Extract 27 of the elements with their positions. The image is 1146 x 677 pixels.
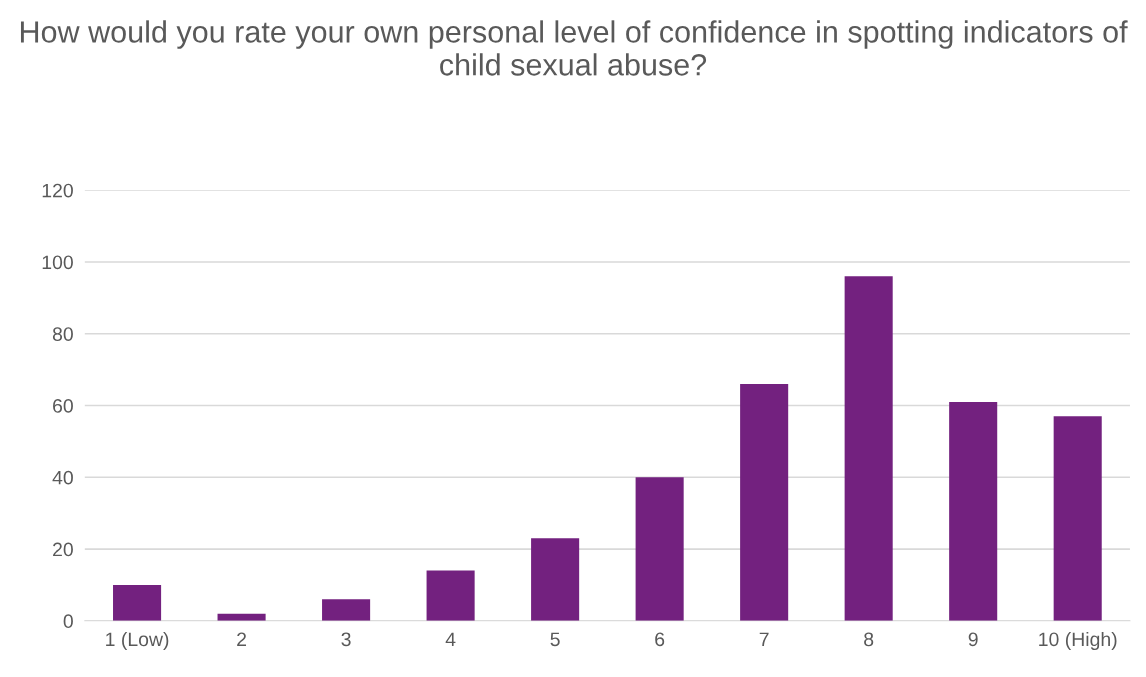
x-tick-label: 4 <box>445 632 456 647</box>
bar <box>531 538 580 621</box>
x-tick-label: 8 <box>864 632 874 647</box>
x-tick-label: 1 (Low) <box>106 631 169 651</box>
chart-title: How would you rate your own personal level of confidence in spotting indicators of child sexual abuse? <box>20 20 1128 76</box>
bar <box>635 477 684 621</box>
bar <box>740 383 789 621</box>
x-tick-label: 6 <box>655 632 665 647</box>
bar <box>426 570 475 621</box>
x-tick-label: 3 <box>341 632 351 647</box>
y-tick-label: 0 <box>63 614 73 629</box>
x-tick-label: 7 <box>759 632 769 647</box>
y-tick-label: 40 <box>52 470 73 485</box>
y-tick-label: 80 <box>52 327 73 341</box>
y-tick-label: 20 <box>53 542 73 557</box>
x-tick-label: 5 <box>550 632 560 647</box>
y-tick-label: 120 <box>42 183 73 198</box>
x-tick-label: 2 <box>237 632 247 647</box>
x-tick-label: 10 (High) <box>1039 631 1117 651</box>
bar <box>1053 416 1102 621</box>
bar <box>949 401 998 621</box>
bar <box>844 276 893 621</box>
bar <box>322 599 371 621</box>
x-tick-label: 9 <box>968 632 978 647</box>
y-tick-label: 100 <box>42 255 73 270</box>
y-tick-label: 60 <box>53 398 73 413</box>
bar <box>113 584 162 621</box>
